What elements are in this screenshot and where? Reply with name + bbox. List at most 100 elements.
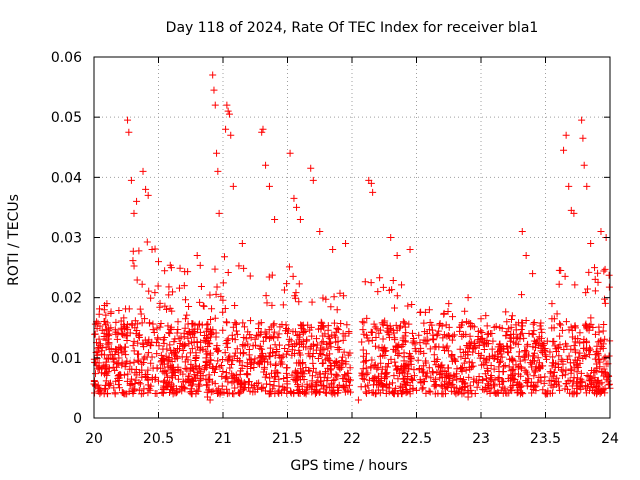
data-point	[111, 326, 119, 334]
data-point	[203, 334, 211, 342]
data-points	[90, 71, 614, 404]
data-point	[98, 347, 106, 355]
data-point	[421, 308, 429, 316]
data-point	[275, 375, 283, 383]
data-point	[175, 284, 183, 292]
data-point	[330, 293, 338, 301]
data-point	[594, 351, 602, 359]
data-point	[284, 348, 292, 356]
data-point	[586, 322, 594, 330]
data-point	[317, 318, 325, 326]
data-point	[357, 383, 365, 391]
chart-title: Day 118 of 2024, Rate Of TEC Index for r…	[166, 20, 539, 36]
data-point	[232, 371, 240, 379]
data-point	[329, 246, 337, 254]
data-point	[280, 374, 288, 382]
data-point	[240, 349, 248, 357]
data-point	[486, 389, 494, 397]
data-point	[488, 345, 496, 353]
data-point	[285, 341, 293, 349]
data-point	[103, 300, 111, 308]
data-point	[491, 382, 499, 390]
data-point	[219, 296, 227, 304]
data-point	[495, 374, 503, 382]
data-point	[451, 373, 459, 381]
data-point	[199, 345, 207, 353]
data-point	[155, 342, 163, 350]
data-point	[346, 349, 354, 357]
data-point	[333, 324, 341, 332]
data-point	[246, 272, 254, 280]
data-point	[179, 370, 187, 378]
data-point	[130, 387, 138, 395]
data-point	[375, 329, 383, 337]
data-point	[445, 332, 453, 340]
data-point	[365, 387, 373, 395]
data-point	[221, 304, 229, 312]
data-point	[426, 318, 434, 326]
data-point	[242, 335, 250, 343]
data-point	[509, 366, 517, 374]
data-point	[471, 339, 479, 347]
data-point	[507, 377, 515, 385]
data-point	[111, 389, 119, 397]
data-point	[368, 328, 376, 336]
data-point	[281, 345, 289, 353]
data-point	[390, 372, 398, 380]
data-point	[464, 393, 472, 401]
data-point	[267, 360, 275, 368]
data-point	[426, 345, 434, 353]
data-point	[531, 357, 539, 365]
data-point	[265, 182, 273, 190]
data-point	[497, 350, 505, 358]
data-point	[539, 341, 547, 349]
data-point	[103, 389, 111, 397]
data-point	[322, 295, 330, 303]
data-point	[322, 340, 330, 348]
data-point	[566, 359, 574, 367]
data-point	[306, 352, 314, 360]
data-point	[379, 283, 387, 291]
data-point	[194, 382, 202, 390]
data-point	[167, 346, 175, 354]
data-point	[576, 329, 584, 337]
data-point	[484, 340, 492, 348]
data-point	[109, 354, 117, 362]
data-point	[463, 318, 471, 326]
data-point	[448, 352, 456, 360]
data-point	[325, 356, 333, 364]
data-point	[135, 247, 143, 255]
data-point	[329, 376, 337, 384]
data-point	[247, 334, 255, 342]
data-point	[516, 357, 524, 365]
data-point	[196, 363, 204, 371]
data-point	[477, 327, 485, 335]
data-point	[443, 332, 451, 340]
data-point	[209, 364, 217, 372]
data-point	[233, 345, 241, 353]
data-point	[368, 389, 376, 397]
data-point	[202, 381, 210, 389]
data-point	[212, 333, 220, 341]
data-point	[379, 351, 387, 359]
data-point	[203, 350, 211, 358]
data-point	[223, 101, 231, 109]
x-axis-label: GPS time / hours	[290, 458, 407, 474]
data-point	[374, 288, 382, 296]
data-point	[130, 262, 138, 270]
data-point	[444, 364, 452, 372]
data-point	[289, 328, 297, 336]
data-point	[308, 298, 316, 306]
data-point	[487, 361, 495, 369]
data-point	[458, 378, 466, 386]
data-point	[594, 384, 602, 392]
data-point	[170, 338, 178, 346]
data-point	[205, 386, 213, 394]
data-point	[425, 387, 433, 395]
data-point	[324, 322, 332, 330]
data-point	[591, 389, 599, 397]
data-point	[192, 390, 200, 398]
data-point	[327, 381, 335, 389]
data-point	[553, 310, 561, 318]
